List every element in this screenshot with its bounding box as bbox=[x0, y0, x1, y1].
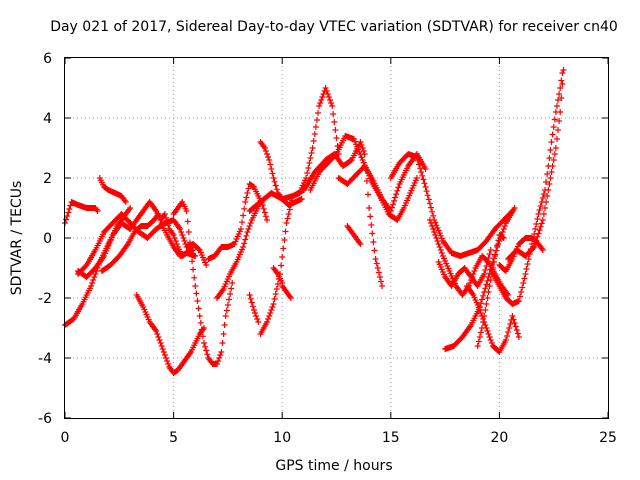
data-series-group bbox=[62, 67, 567, 376]
axis-ticks: 0 5 10 15 20 25 -6 -4 -2 0 2 4 6 bbox=[38, 51, 617, 446]
data-series-28 bbox=[496, 235, 546, 274]
x-tick-label: 15 bbox=[382, 430, 400, 446]
y-tick-label: -2 bbox=[38, 291, 52, 307]
x-tick-label: 20 bbox=[490, 430, 508, 446]
data-series-8 bbox=[170, 199, 236, 367]
data-series-16 bbox=[246, 139, 386, 289]
data-series-20 bbox=[387, 151, 516, 259]
data-series-23 bbox=[442, 205, 518, 352]
y-tick-label: -6 bbox=[38, 411, 52, 427]
data-series-24 bbox=[463, 283, 522, 355]
grid bbox=[65, 58, 608, 418]
data-series-4 bbox=[75, 211, 210, 277]
data-series-27 bbox=[505, 67, 567, 262]
data-series-22 bbox=[435, 247, 494, 289]
y-tick-label: 0 bbox=[43, 231, 52, 247]
y-tick-label: 2 bbox=[43, 171, 52, 187]
data-series-15 bbox=[279, 283, 294, 301]
data-series-19 bbox=[344, 223, 364, 247]
x-tick-label: 10 bbox=[273, 430, 291, 446]
data-series-26 bbox=[489, 70, 566, 307]
data-series-10 bbox=[214, 199, 264, 301]
data-series-1 bbox=[62, 199, 101, 226]
y-tick-label: -4 bbox=[38, 351, 52, 367]
data-series-12 bbox=[257, 85, 342, 337]
data-series-7 bbox=[133, 292, 207, 376]
x-axis-label: GPS time / hours bbox=[275, 458, 392, 474]
data-series-9 bbox=[205, 181, 270, 262]
y-tick-label: 6 bbox=[43, 51, 52, 67]
y-tick-label: 4 bbox=[43, 111, 52, 127]
x-tick-label: 25 bbox=[599, 430, 617, 446]
x-tick-label: 0 bbox=[61, 430, 70, 446]
data-series-5 bbox=[96, 175, 129, 205]
plot-frame bbox=[64, 57, 609, 419]
y-axis-label: SDTVAR / TECUs bbox=[9, 181, 25, 296]
x-tick-label: 5 bbox=[169, 430, 178, 446]
data-series-6 bbox=[98, 211, 199, 274]
chart-title: Day 021 of 2017, Sidereal Day-to-day VTE… bbox=[50, 19, 618, 35]
data-series-11 bbox=[246, 292, 262, 325]
